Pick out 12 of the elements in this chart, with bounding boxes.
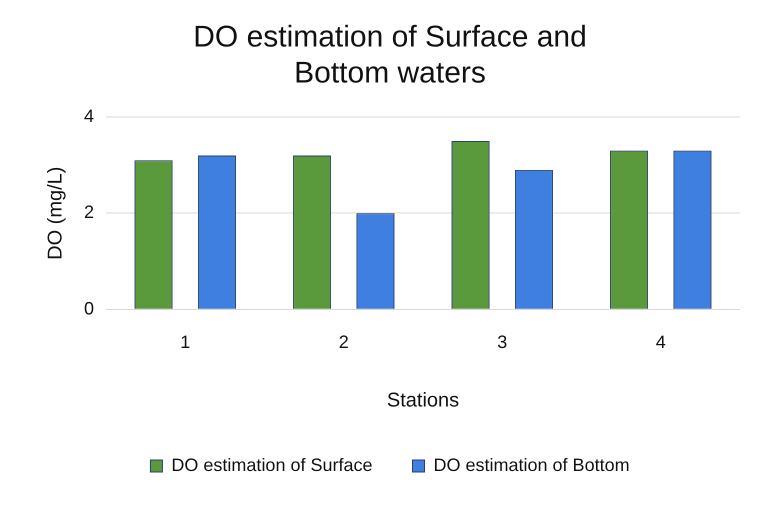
legend-label: DO estimation of Surface	[171, 454, 373, 475]
y-tick-label: 2	[84, 202, 94, 222]
x-tick-label: 2	[338, 332, 349, 352]
legend-label: DO estimation of Bottom	[434, 454, 630, 475]
x-tick-label: 3	[497, 332, 508, 352]
y-tick-label: 4	[84, 106, 94, 126]
x-tick-label: 1	[180, 332, 190, 352]
y-tick-label: 0	[84, 298, 94, 318]
x-axis-title: Stations	[386, 390, 460, 412]
x-tick-label: 4	[656, 332, 666, 352]
y-axis-title: DO (mg/L)	[44, 166, 67, 260]
chart-title: DO estimation of Surface and Bottom waters	[193, 20, 587, 90]
